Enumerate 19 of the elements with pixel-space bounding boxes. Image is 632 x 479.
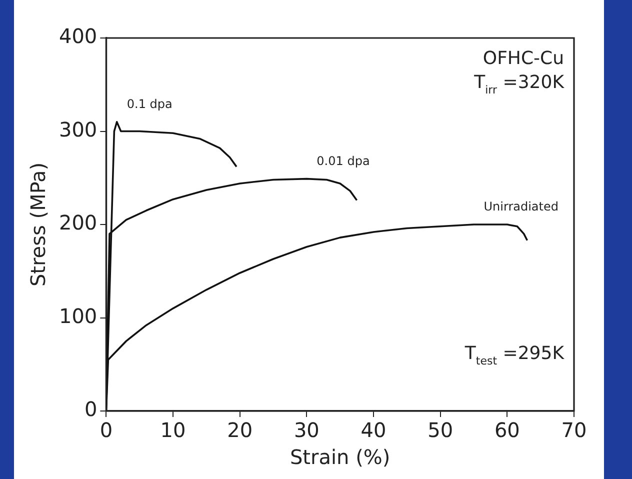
y-tick-label: 100 (58, 304, 98, 328)
annotation: OFHC-Cu (482, 48, 564, 69)
series-label: 0.01 dpa (316, 154, 370, 168)
y-tick-label: 400 (58, 24, 98, 48)
series-label: Unirradiated (484, 200, 558, 214)
x-tick-label: 60 (494, 418, 520, 442)
y-axis-title: Stress (MPa) (26, 162, 50, 287)
x-tick-label: 20 (227, 418, 253, 442)
x-tick-label: 30 (294, 418, 320, 442)
x-tick-label: 0 (100, 418, 113, 442)
x-tick-label: 50 (428, 418, 454, 442)
y-tick-label: 0 (84, 397, 98, 422)
x-tick-label: 40 (360, 418, 386, 442)
x-axis-title: Strain (%) (290, 445, 390, 470)
y-tick-label: 200 (58, 210, 98, 235)
y-tick-label: 300 (58, 117, 98, 142)
x-tick-label: 70 (561, 418, 587, 442)
series-label: 0.1 dpa (126, 96, 172, 111)
x-tick-label: 10 (160, 418, 186, 442)
